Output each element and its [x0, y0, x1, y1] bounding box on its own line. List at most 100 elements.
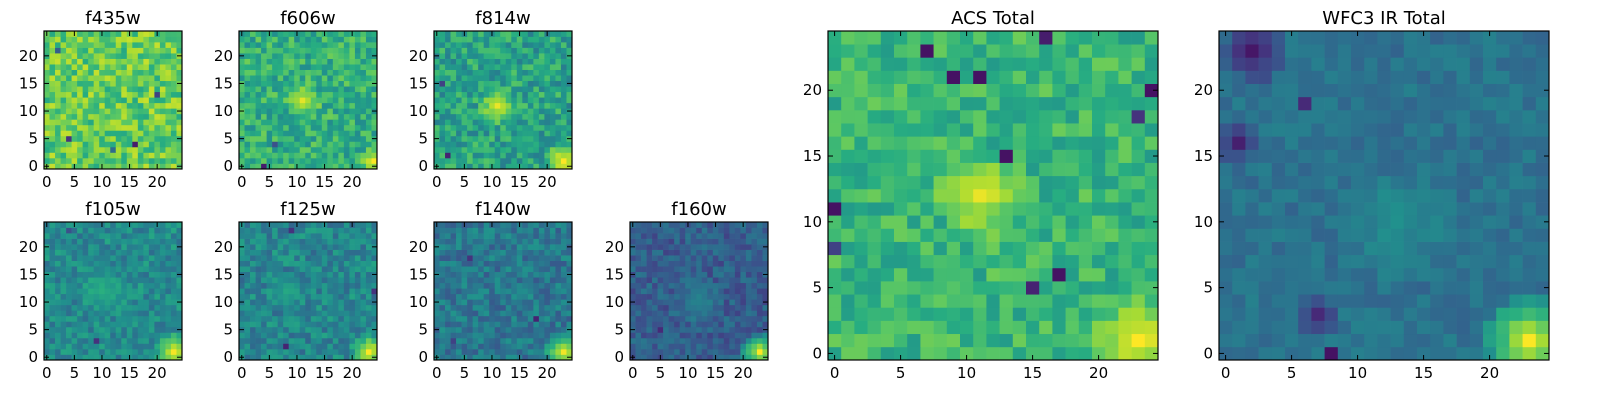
heatmap-cell — [349, 271, 356, 278]
heatmap-cell — [478, 255, 485, 261]
heatmap-cell — [745, 299, 752, 306]
heatmap-cell — [170, 31, 177, 37]
heatmap-cell — [154, 141, 161, 148]
heatmap-cell — [159, 343, 166, 350]
heatmap-cell — [316, 222, 323, 228]
heatmap-cell — [299, 255, 306, 261]
heatmap-cell — [115, 80, 122, 87]
heatmap-cell — [549, 266, 556, 273]
heatmap-cell — [338, 157, 345, 164]
heatmap-cell — [165, 152, 172, 159]
heatmap-cell — [646, 227, 653, 234]
heatmap-cell — [126, 343, 133, 350]
heatmap-cell — [635, 299, 642, 306]
heatmap-cell — [679, 354, 686, 361]
heatmap-cell — [701, 288, 708, 295]
heatmap-cell — [894, 320, 908, 335]
heatmap-cell — [894, 281, 908, 295]
heatmap-cell — [60, 343, 67, 350]
heatmap-cell — [467, 260, 473, 267]
heatmap-cell — [740, 266, 747, 273]
heatmap-cell — [349, 260, 356, 267]
heatmap-cell — [154, 277, 161, 284]
heatmap-cell — [71, 86, 78, 93]
heatmap-cell — [244, 354, 251, 361]
heatmap-cell — [310, 91, 317, 98]
heatmap-cell — [674, 277, 681, 284]
heatmap-cell — [44, 113, 50, 120]
heatmap-cell — [88, 80, 95, 87]
heatmap-cell — [538, 299, 545, 306]
heatmap-cell — [55, 293, 61, 300]
heatmap-cell — [266, 227, 273, 234]
heatmap-cell — [305, 343, 312, 350]
heatmap-cell — [55, 80, 61, 87]
heatmap-cell — [332, 348, 339, 355]
heatmap-cell — [266, 304, 273, 311]
heatmap-cell — [533, 152, 540, 159]
heatmap-cell — [310, 108, 317, 115]
heatmap-cell — [272, 58, 278, 65]
heatmap-cell — [500, 152, 507, 159]
heatmap-cell — [1012, 188, 1027, 203]
heatmap-cell — [456, 332, 462, 339]
heatmap-cell — [505, 249, 512, 256]
heatmap-cell — [110, 157, 117, 164]
heatmap-cell — [360, 354, 367, 361]
heatmap-cell — [718, 315, 725, 322]
heatmap-cell — [55, 244, 61, 250]
heatmap-cell — [148, 354, 155, 361]
heatmap-cell — [288, 244, 295, 250]
heatmap-cell — [566, 146, 573, 153]
heatmap-cell — [434, 141, 440, 148]
heatmap-cell — [99, 141, 106, 148]
heatmap-cell — [461, 343, 468, 350]
heatmap-cell — [522, 152, 529, 159]
heatmap-cell — [71, 141, 78, 148]
heatmap-cell — [516, 42, 523, 48]
heatmap-cell — [445, 91, 451, 98]
heatmap-cell — [239, 102, 245, 109]
heatmap-cell — [165, 354, 172, 361]
heatmap-cell — [516, 271, 523, 278]
heatmap-cell — [560, 135, 567, 142]
heatmap-cell — [828, 307, 842, 321]
heatmap-cell — [489, 36, 496, 43]
heatmap-cell — [516, 47, 523, 54]
heatmap-cell — [522, 222, 529, 228]
heatmap-cell — [277, 146, 284, 153]
heatmap-cell — [49, 288, 56, 295]
heatmap-cell — [93, 222, 100, 228]
heatmap-cell — [560, 326, 567, 333]
heatmap-cell — [305, 163, 312, 170]
heatmap-cell — [250, 119, 256, 126]
heatmap-cell — [522, 31, 529, 37]
heatmap-cell — [527, 315, 534, 322]
heatmap-cell — [371, 75, 378, 82]
heatmap-cell — [674, 315, 681, 322]
heatmap-cell — [439, 238, 446, 245]
heatmap-cell — [244, 86, 251, 93]
heatmap-cell — [533, 249, 540, 256]
heatmap-cell — [66, 124, 72, 131]
heatmap-cell — [973, 188, 987, 203]
heatmap-cell — [93, 249, 100, 256]
heatmap-cell — [371, 282, 378, 289]
heatmap-cell — [321, 271, 328, 278]
heatmap-cell — [1131, 320, 1146, 335]
heatmap-cell — [555, 348, 562, 355]
heatmap-cell — [321, 310, 328, 317]
heatmap-cell — [132, 47, 139, 54]
heatmap-cell — [77, 260, 83, 267]
heatmap-cell — [255, 354, 262, 361]
heatmap-cell — [641, 326, 647, 333]
heatmap-cell — [55, 146, 61, 153]
heatmap-cell — [154, 91, 161, 98]
heatmap-cell — [533, 80, 540, 87]
heatmap-cell — [854, 202, 868, 216]
heatmap-cell — [1065, 346, 1080, 361]
heatmap-cell — [635, 260, 642, 267]
heatmap-cell — [734, 354, 741, 361]
heatmap-cell — [77, 102, 83, 109]
heatmap-cell — [489, 135, 496, 142]
